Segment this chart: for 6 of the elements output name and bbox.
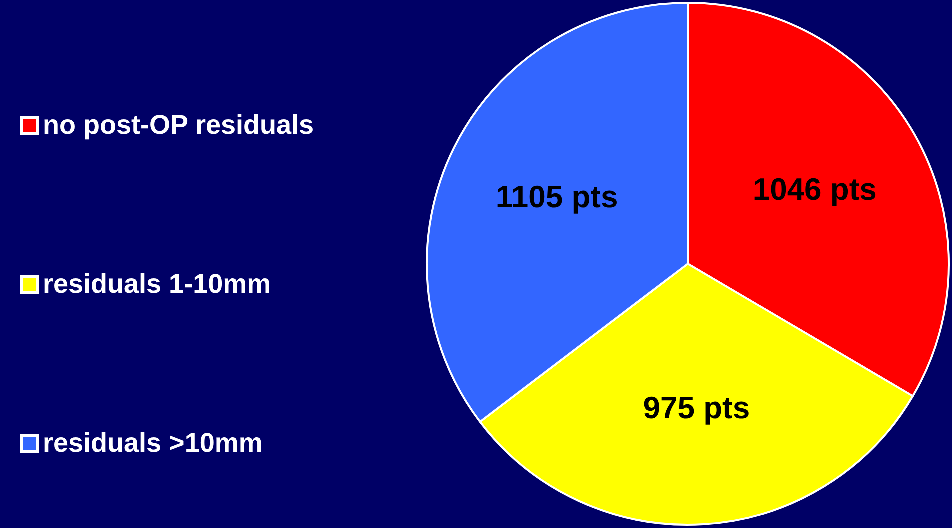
legend-label: residuals >10mm [43, 428, 263, 459]
legend-label: residuals 1-10mm [43, 269, 272, 300]
data-label: 1105 pts [496, 180, 618, 215]
legend-label: no post-OP residuals [43, 110, 314, 141]
data-label: 1046 pts [752, 172, 877, 207]
data-label: 975 pts [643, 390, 750, 426]
